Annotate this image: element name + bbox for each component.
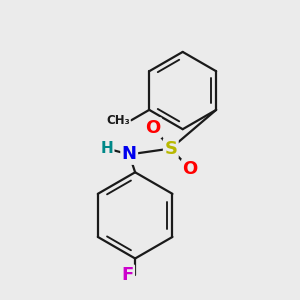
Text: S: S: [164, 140, 177, 158]
Text: CH₃: CH₃: [106, 114, 130, 127]
Text: H: H: [100, 141, 113, 156]
Text: O: O: [182, 160, 198, 178]
Text: O: O: [145, 119, 160, 137]
Text: F: F: [122, 266, 134, 284]
Text: N: N: [122, 146, 137, 164]
